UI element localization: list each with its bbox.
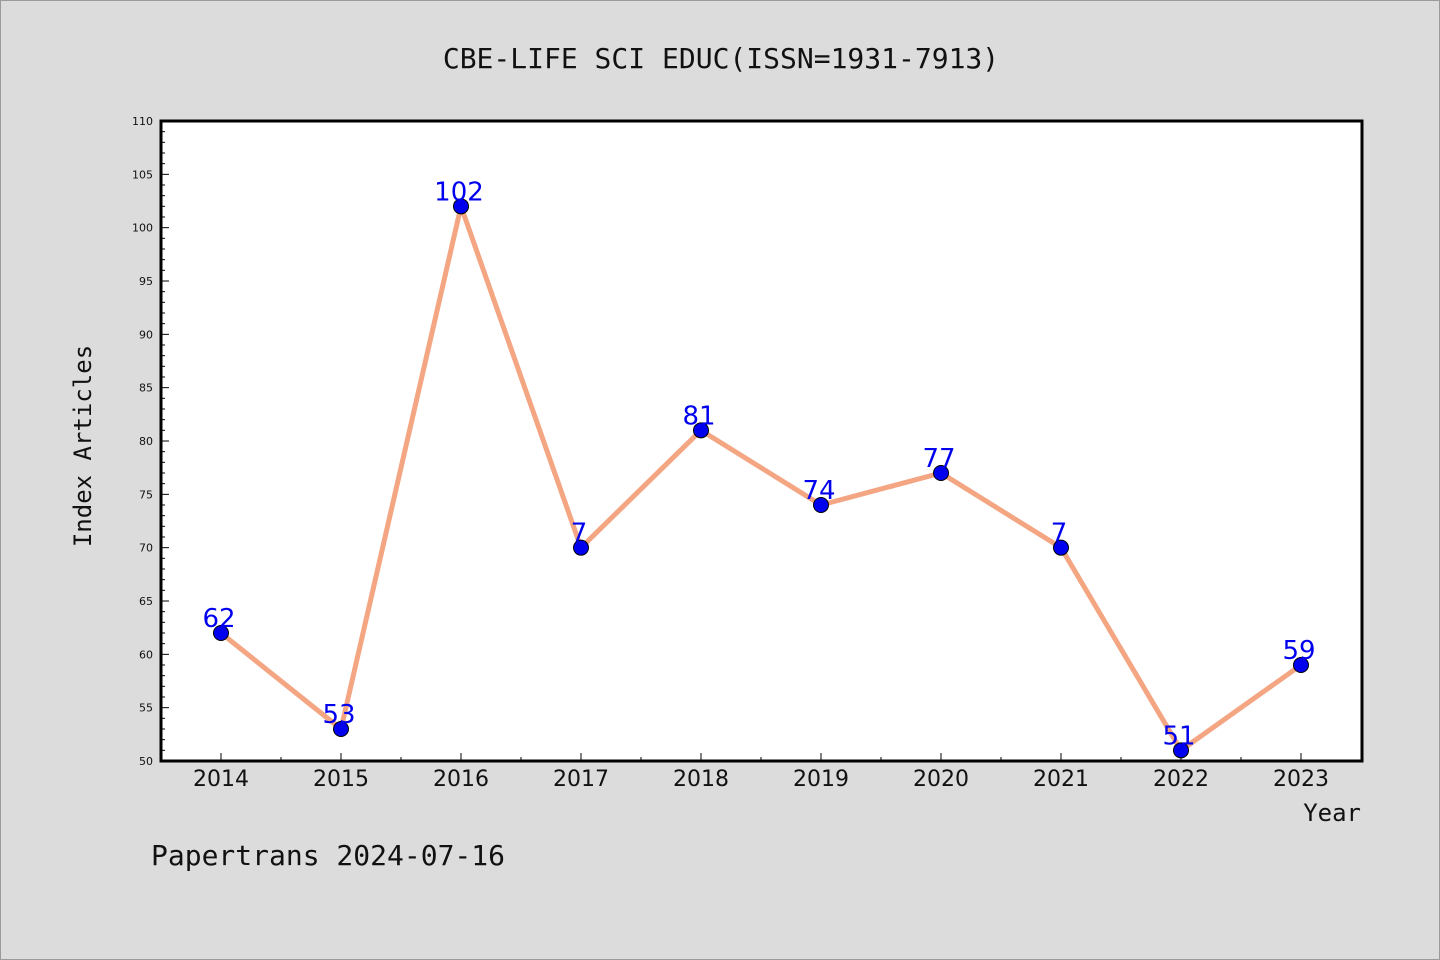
- y-tick-label: 50: [139, 755, 153, 768]
- x-tick-label: 2019: [793, 767, 849, 792]
- y-tick-label: 75: [139, 488, 153, 501]
- y-tick-label: 95: [139, 275, 153, 288]
- data-label: 62: [202, 604, 235, 634]
- x-tick-label: 2023: [1273, 767, 1329, 792]
- y-tick-label: 100: [132, 222, 153, 235]
- y-tick-label: 105: [132, 168, 153, 181]
- x-tick-label: 2021: [1033, 767, 1089, 792]
- x-axis-label: Year: [1303, 799, 1361, 827]
- data-label: 59: [1282, 636, 1315, 666]
- data-point: [213, 625, 229, 641]
- data-point: [453, 198, 469, 215]
- data-label: 102: [434, 177, 484, 207]
- x-tick-label: 2018: [673, 767, 729, 792]
- x-tick-label: 2017: [553, 767, 609, 792]
- y-tick-label: 60: [139, 648, 153, 661]
- data-label: 7: [1051, 519, 1068, 549]
- y-tick-label: 110: [132, 115, 153, 128]
- data-point: [813, 497, 829, 513]
- data-point: [333, 721, 349, 737]
- y-tick-label: 90: [139, 328, 153, 341]
- series-line: [219, 203, 1303, 753]
- x-tick-label: 2020: [913, 767, 969, 792]
- x-tick-label: 2015: [313, 767, 369, 792]
- y-axis-label: Index Articles: [69, 345, 97, 547]
- data-point: [1293, 657, 1309, 673]
- y-tick-label: 55: [139, 702, 153, 715]
- data-point: [573, 539, 589, 556]
- data-point: [1053, 539, 1069, 556]
- y-axis: 50 55 60 65 70 75 80 85 90 95 100 105 110: [132, 115, 169, 768]
- y-tick-label: 80: [139, 435, 153, 448]
- data-label: 51: [1162, 721, 1195, 751]
- y-tick-label: 85: [139, 382, 153, 395]
- data-label: 77: [922, 444, 955, 474]
- data-point: [1173, 742, 1189, 759]
- data-label: 53: [322, 700, 355, 730]
- data-points: [213, 198, 1309, 759]
- data-point: [933, 465, 949, 481]
- data-label: 7: [571, 519, 588, 549]
- data-point: [693, 422, 709, 439]
- data-label: 74: [802, 476, 835, 506]
- x-tick-label: 2014: [193, 767, 249, 792]
- data-label: 81: [682, 401, 715, 431]
- chart-title: CBE-LIFE SCI EDUC(ISSN=1931-7913): [443, 42, 999, 75]
- x-tick-label: 2022: [1153, 767, 1209, 792]
- footer-text: Papertrans 2024-07-16: [151, 839, 505, 872]
- plot-frame: [159, 119, 1364, 763]
- x-axis: 2014 2015 2016 2017 2018 2019 2020 2021 2022 2023: [193, 753, 1362, 792]
- y-tick-label: 65: [139, 595, 153, 608]
- x-tick-label: 2016: [433, 767, 489, 792]
- y-tick-label: 70: [139, 542, 153, 555]
